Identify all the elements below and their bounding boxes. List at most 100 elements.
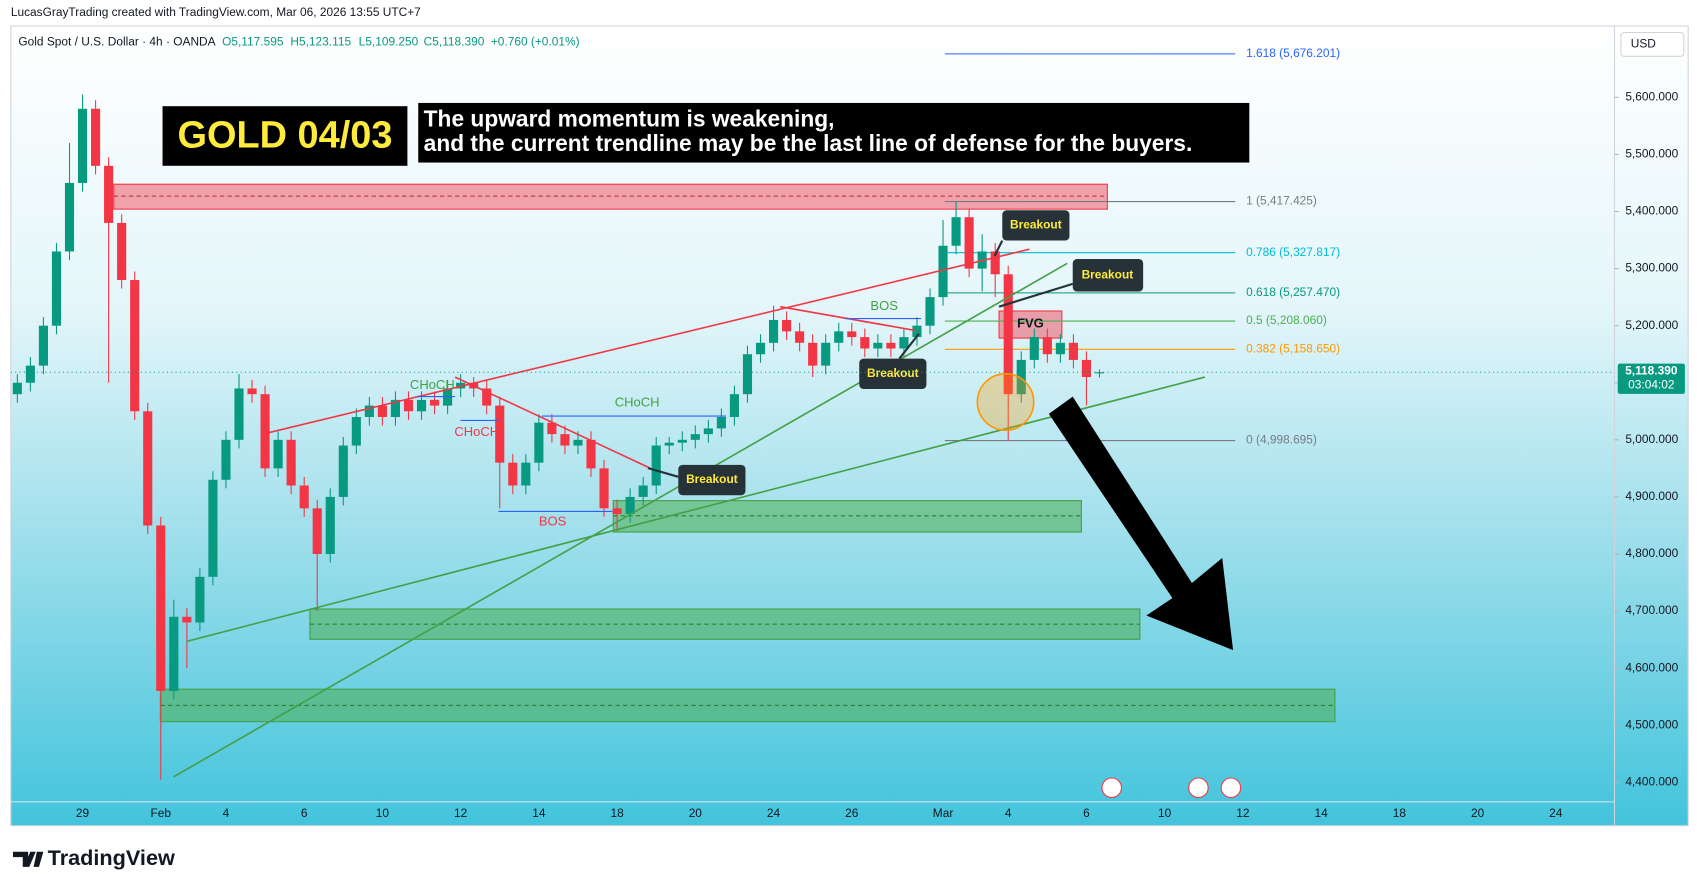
- annotation: CHoCH: [410, 377, 455, 392]
- fibonacci: 1.618 (5,676.201) 1 (5,417.425) 0.786 (5,3…: [944, 46, 1340, 447]
- annotations: Breakout Breakout Breakout Breakout BOS …: [410, 210, 1144, 529]
- candle-body: [482, 388, 492, 406]
- candle-body: [77, 108, 88, 183]
- candle-body: [599, 468, 609, 509]
- candle-body: [677, 439, 687, 443]
- candle-body: [834, 331, 844, 343]
- annotation: CHoCH: [454, 424, 499, 439]
- annotation: Breakout: [1082, 267, 1134, 281]
- caption: LucasGrayTrading created with TradingVie…: [11, 5, 421, 19]
- currency-button[interactable]: [1620, 31, 1685, 57]
- x-tick-label: 12: [1236, 806, 1250, 820]
- candle-body: [847, 331, 857, 338]
- chart-subtitle: The upward momentum is weakening,: [424, 105, 835, 131]
- candle-body: [338, 445, 348, 497]
- candle-body: [808, 342, 818, 366]
- x-tick-label: 4: [1005, 806, 1012, 820]
- ohlc-open: O5,117.595: [222, 34, 284, 48]
- callout-pointer: [993, 240, 1004, 257]
- ohlc-change: +0.760 (+0.01%): [491, 34, 580, 48]
- candle-body: [64, 182, 75, 252]
- x-tick-label: 10: [376, 806, 390, 820]
- candle-body: [938, 245, 948, 298]
- x-tick-label: 29: [76, 806, 90, 820]
- candle-body: [377, 405, 387, 418]
- event-icon: [1220, 777, 1242, 799]
- callout: [859, 358, 927, 390]
- chart-title: GOLD 04/03: [178, 115, 393, 157]
- candle-body: [169, 616, 179, 691]
- callout: [1002, 210, 1070, 241]
- candle-body: [742, 354, 753, 395]
- x-tick-label: Feb: [151, 806, 172, 820]
- candle-body: [143, 411, 153, 526]
- candles: [12, 94, 1105, 780]
- candle-body: [390, 399, 401, 418]
- x-tick-label: 24: [767, 806, 781, 820]
- candle-body: [664, 442, 674, 446]
- candle-body: [12, 382, 22, 395]
- candle-body: [651, 445, 661, 486]
- candle-body: [312, 508, 322, 554]
- annotation: FVG: [1017, 315, 1044, 330]
- currency[interactable]: USD: [1631, 37, 1657, 51]
- candle-body: [860, 337, 870, 349]
- fib-label: 0.618 (5,257.470): [1246, 285, 1340, 299]
- logo-icon: [13, 851, 44, 867]
- annotation: BOS: [539, 514, 567, 529]
- y-tick-label: 5,300.000: [1625, 261, 1678, 275]
- candle-body: [416, 399, 427, 412]
- trendline: [172, 262, 1068, 778]
- y-tick-label: 4,500.000: [1625, 717, 1678, 731]
- drawings: [172, 248, 1234, 778]
- candle-body: [782, 319, 792, 332]
- candle-body: [403, 399, 414, 412]
- zones: [113, 183, 1336, 723]
- candle-body: [286, 439, 296, 486]
- candle-body: [1081, 359, 1092, 378]
- x-tick-label: 14: [532, 806, 546, 820]
- callout-pointer: [998, 282, 1074, 308]
- x-tick-label: 12: [454, 806, 468, 820]
- candle-body: [495, 405, 505, 463]
- x-tick-label: 14: [1315, 806, 1329, 820]
- candle-body: [234, 388, 244, 440]
- candle-body: [638, 485, 648, 497]
- candle-body: [886, 342, 896, 349]
- y-tick-label: 5,000.000: [1625, 432, 1678, 446]
- candle-body: [273, 439, 283, 469]
- candle-body: [547, 422, 557, 435]
- candle-body: [299, 485, 309, 509]
- candle-body: [560, 434, 570, 446]
- x-tick-label: 4: [223, 806, 230, 820]
- callout: [1072, 258, 1144, 292]
- candle-body: [703, 428, 713, 435]
- candle-body: [91, 108, 101, 166]
- x-tick-label: 6: [301, 806, 308, 820]
- candle-body: [1068, 342, 1078, 360]
- candle-body: [795, 331, 805, 343]
- x-tick-label: 18: [1393, 806, 1407, 820]
- trendline: [186, 376, 1206, 643]
- candle-body: [690, 434, 700, 440]
- event-icon: [1101, 777, 1123, 799]
- candle-body: [1029, 337, 1039, 360]
- candle-body: [729, 394, 739, 418]
- y-tick-label: 4,700.000: [1625, 603, 1678, 617]
- y-tick-label: 5,600.000: [1625, 89, 1678, 103]
- candle-body: [768, 319, 779, 343]
- x-tick-label: 20: [1471, 806, 1485, 820]
- candle-body: [260, 394, 270, 469]
- watermark: TradingView: [48, 845, 175, 870]
- annotation: Breakout: [686, 472, 738, 486]
- candle-body: [182, 616, 192, 623]
- x-tick-label: 10: [1158, 806, 1172, 820]
- arrow: [1048, 396, 1234, 651]
- candle-body: [586, 439, 596, 469]
- x-tick-label: 20: [689, 806, 703, 820]
- candle-body: [351, 417, 361, 446]
- candle-body: [964, 217, 974, 269]
- fib-label: 0.382 (5,158.650): [1246, 341, 1340, 355]
